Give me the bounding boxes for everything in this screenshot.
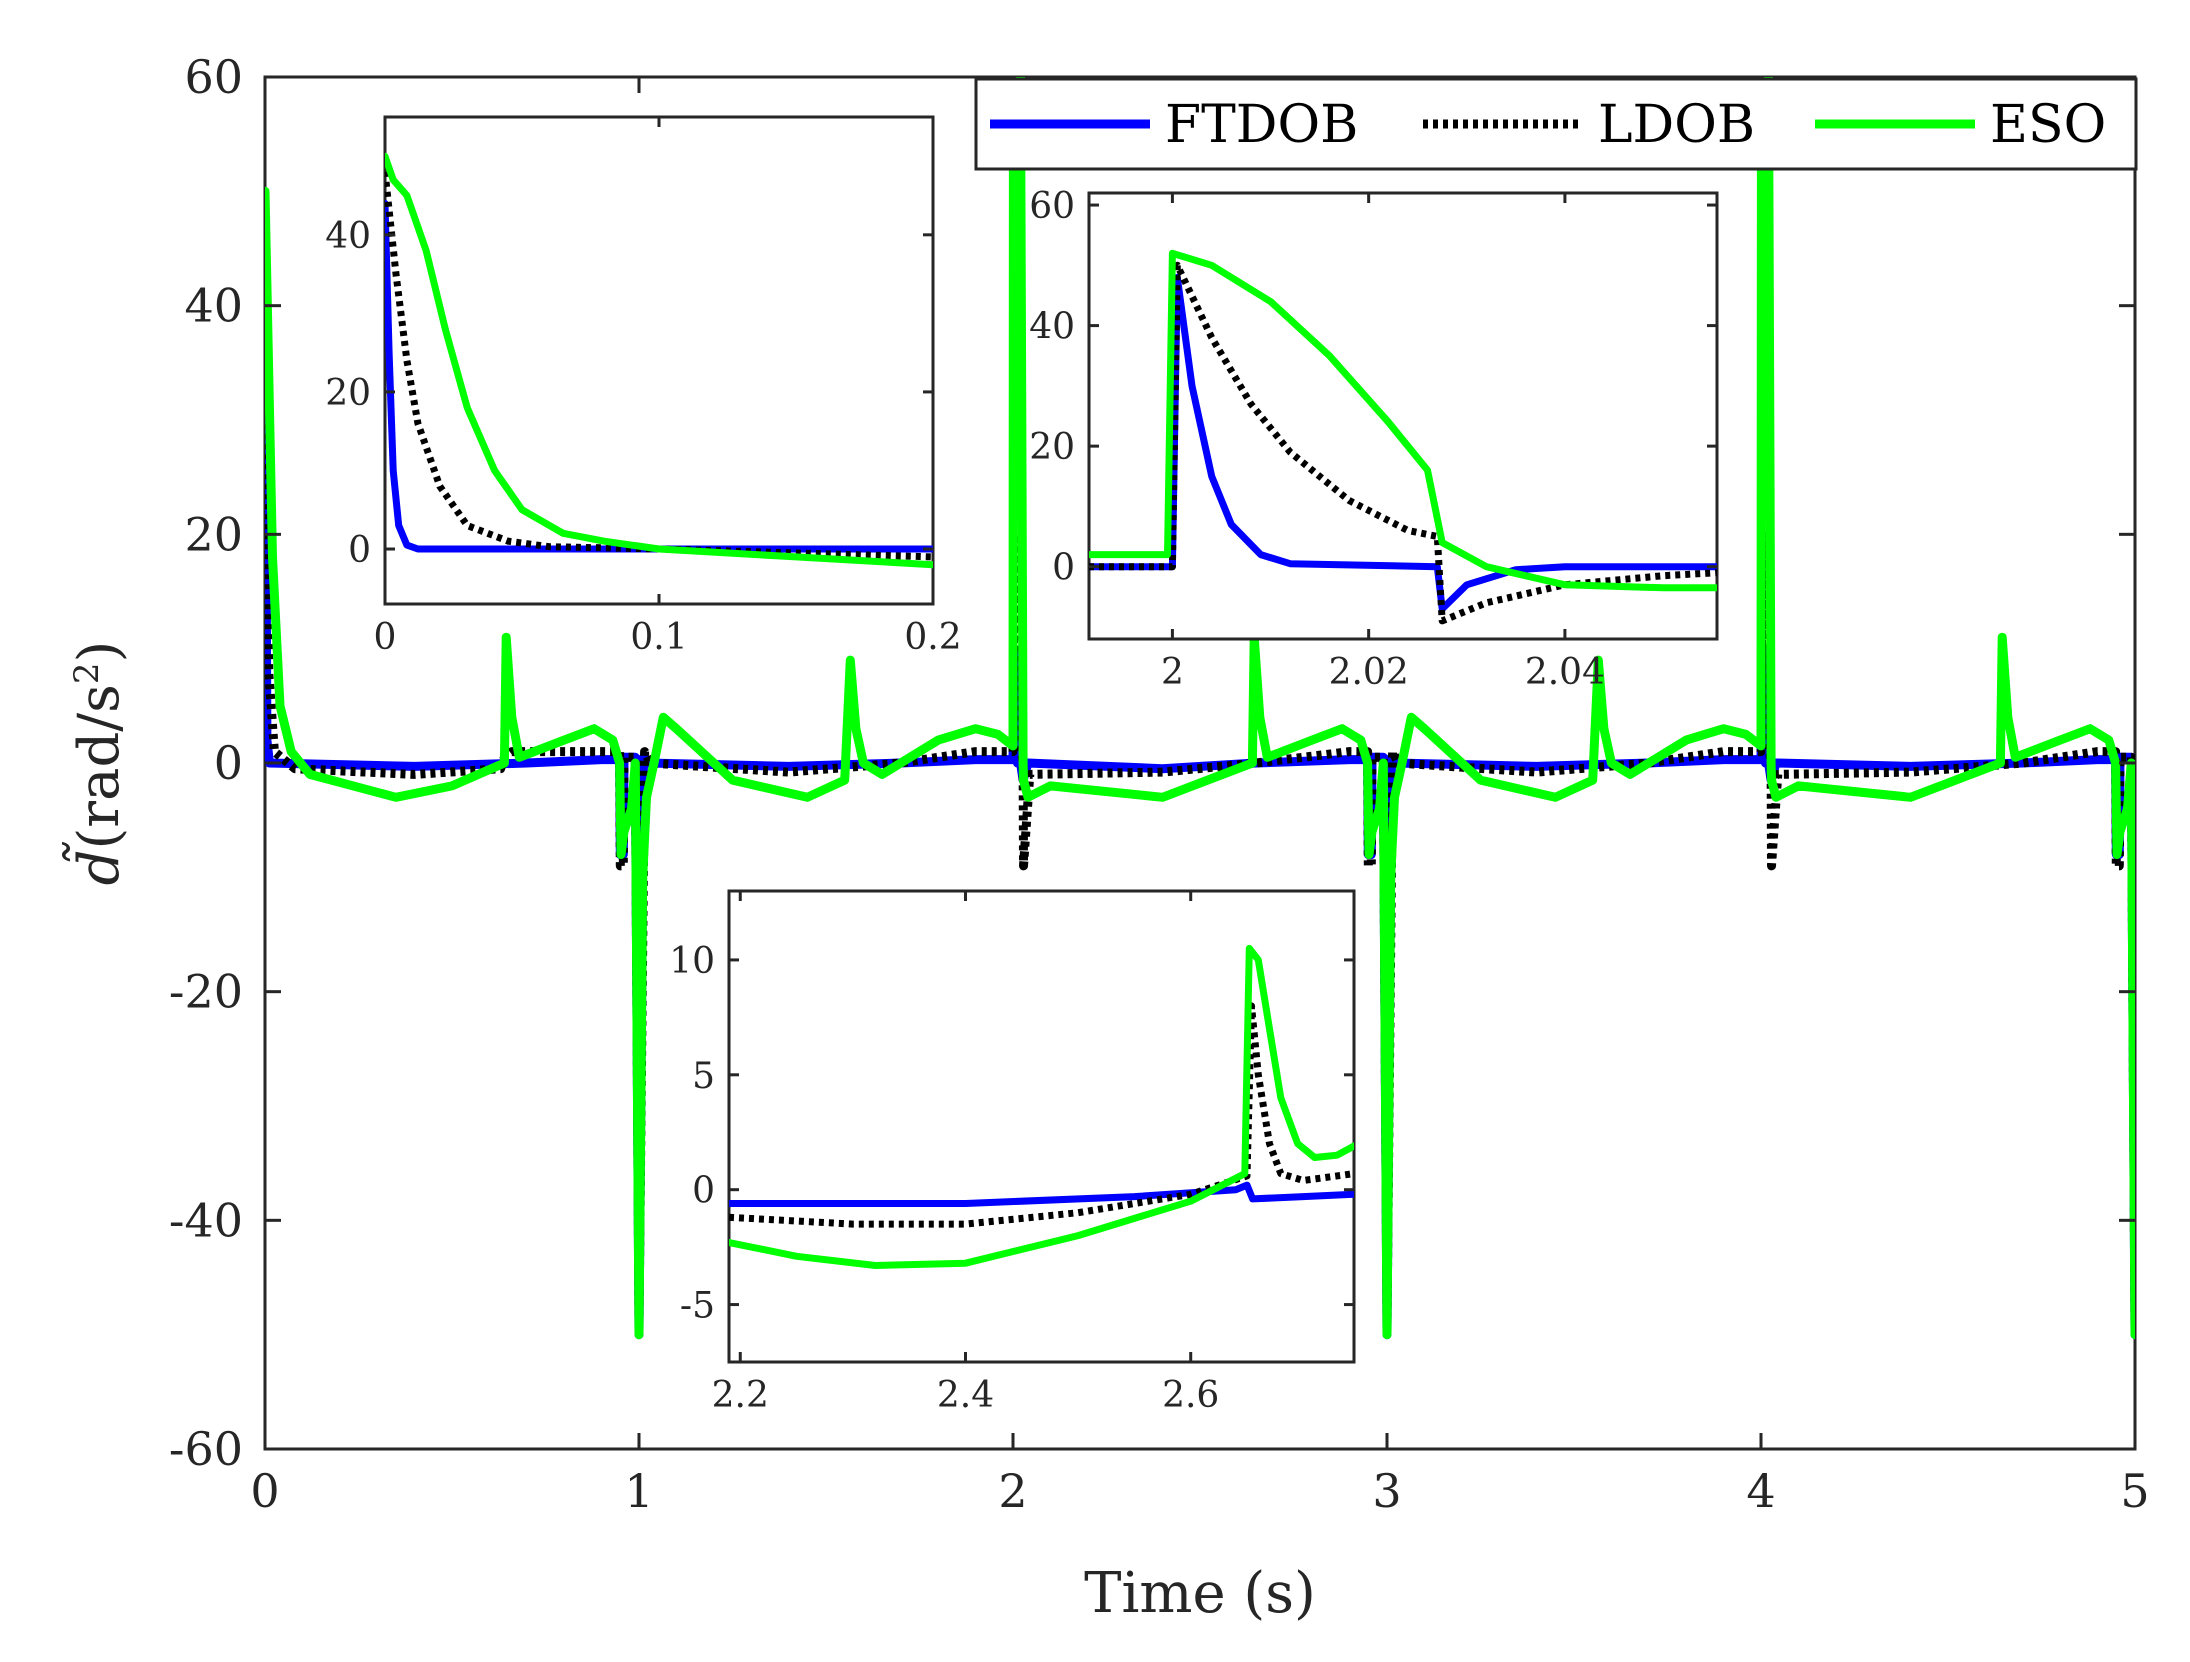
inset-start-series-ldob	[385, 171, 933, 561]
inset-middle-tick-layer: 2 2.02 2.04 0 20 40 60	[1029, 186, 1717, 693]
inset-start-series-layer	[385, 152, 933, 569]
inset-middle-y-tick-label: 0	[1052, 548, 1075, 589]
inset-start-series-eso	[385, 152, 933, 569]
main-x-tick-label: 0	[250, 1464, 279, 1518]
inset-start-x-tick-label: 0	[374, 617, 397, 658]
inset-end-x-tick-label: 2.6	[1162, 1375, 1219, 1416]
inset-middle-y-tick-label: 40	[1029, 307, 1075, 348]
legend: FTDOB LDOB ESO	[974, 77, 2138, 171]
inset-end-tick-layer: 2.2 2.4 2.6 -5 0 5 10	[669, 891, 1354, 1416]
inset-end-series-eso	[729, 944, 1354, 1269]
inset-end-y-tick-label: 5	[692, 1056, 715, 1097]
main-y-tick-label: 60	[184, 50, 243, 104]
main-x-tick-label: 2	[998, 1464, 1027, 1518]
inset-middle-series-layer	[1089, 249, 1717, 625]
main-series-ldob	[265, 214, 2135, 1328]
inset-end-y-tick-label: 10	[669, 941, 715, 982]
inset-chart-middle: 2 2.02 2.04 0 20 40 60	[1029, 186, 1719, 693]
inset-middle-x-tick-label: 2	[1161, 652, 1184, 693]
main-x-tick-label: 3	[1372, 1464, 1401, 1518]
main-x-tick-label: 5	[2120, 1464, 2149, 1518]
inset-start-y-tick-label: 20	[325, 373, 371, 414]
y-axis-unit: (rad/s	[67, 684, 132, 849]
inset-end-series-layer	[729, 944, 1354, 1269]
main-series-layer	[265, 77, 2135, 1340]
main-x-tick-label: 4	[1746, 1464, 1775, 1518]
inset-chart-start: 0 0.1 0.2 0 20 40	[325, 115, 962, 658]
inset-chart-end: 2.2 2.4 2.6 -5 0 5 10	[669, 889, 1356, 1416]
inset-start-x-tick-label: 0.1	[630, 617, 687, 658]
y-axis-unit-superscript: 2	[67, 662, 107, 684]
inset-end-y-tick-label: -5	[680, 1286, 715, 1327]
inset-start-y-tick-label: 40	[325, 216, 371, 257]
inset-start-tick-layer: 0 0.1 0.2 0 20 40	[325, 117, 962, 658]
legend-label-eso: ESO	[1990, 95, 2106, 155]
main-y-tick-label: 20	[184, 507, 243, 561]
main-series-eso	[265, 77, 2135, 1340]
y-axis-unit-close: )	[67, 641, 132, 663]
main-y-tick-label: -60	[169, 1422, 243, 1476]
inset-middle-x-tick-label: 2.02	[1329, 652, 1409, 693]
inset-end-x-tick-label: 2.4	[937, 1375, 994, 1416]
inset-start-y-tick-label: 0	[348, 530, 371, 571]
inset-middle-x-tick-label: 2.04	[1525, 652, 1605, 693]
legend-items: FTDOB LDOB ESO	[990, 95, 2106, 155]
inset-start-series-ftdob	[385, 199, 933, 553]
main-x-tick-label: 1	[624, 1464, 653, 1518]
inset-start-frame	[383, 115, 935, 606]
main-y-tick-label: 40	[184, 279, 243, 333]
inset-middle-series-ldob	[1089, 261, 1717, 625]
inset-end-series-ftdob	[729, 1181, 1354, 1207]
y-axis-label: d̃(rad/s2)	[62, 641, 132, 886]
inset-middle-series-eso	[1089, 249, 1717, 592]
main-y-tick-label: -40	[169, 1193, 243, 1247]
inset-end-x-tick-label: 2.2	[712, 1375, 769, 1416]
main-y-tick-label: -20	[169, 965, 243, 1019]
inset-end-y-tick-label: 0	[692, 1171, 715, 1212]
inset-start-x-tick-label: 0.2	[904, 617, 961, 658]
x-axis-label: Time (s)	[1084, 1561, 1316, 1626]
legend-label-ftdob: FTDOB	[1165, 95, 1358, 155]
inset-middle-y-tick-label: 60	[1029, 186, 1075, 227]
main-y-tick-label: 0	[214, 736, 243, 790]
inset-middle-y-tick-label: 20	[1029, 427, 1075, 468]
legend-label-ldob: LDOB	[1598, 95, 1755, 155]
